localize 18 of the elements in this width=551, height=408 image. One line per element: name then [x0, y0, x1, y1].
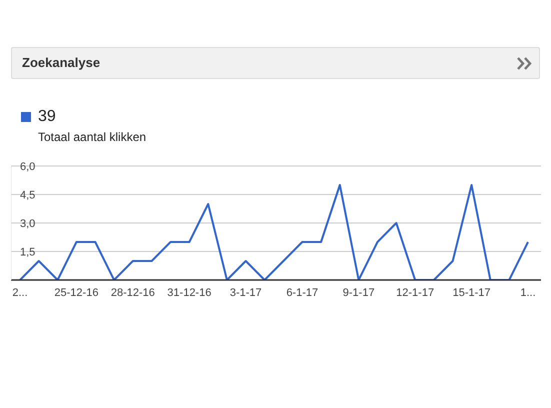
x-tick-label: 9-1-17: [342, 286, 375, 299]
x-tick-label: 31-12-16: [167, 286, 212, 299]
legend-label: Totaal aantal klikken: [38, 130, 146, 144]
x-tick-label: 12-1-17: [396, 286, 434, 299]
y-tick-label: 3,0: [20, 218, 36, 230]
y-tick-label: 1,5: [20, 246, 36, 258]
x-tick-label: 28-12-16: [110, 286, 155, 299]
chart-title: Zoekanalyse: [22, 55, 100, 70]
x-tick-label: 25-12-16: [54, 286, 98, 299]
x-tick-label: 15-1-17: [452, 286, 491, 299]
x-tick-label: 1...: [520, 286, 536, 299]
y-tick-label: 4,5: [20, 189, 36, 202]
y-tick-label: 6,0: [20, 160, 36, 173]
x-tick-label: 2...: [12, 286, 28, 299]
line-series: [19, 184, 529, 280]
x-tick-label: 6-1-17: [286, 286, 318, 299]
text: 39: [38, 108, 56, 126]
x-tick-label: 3-1-17: [230, 286, 262, 299]
